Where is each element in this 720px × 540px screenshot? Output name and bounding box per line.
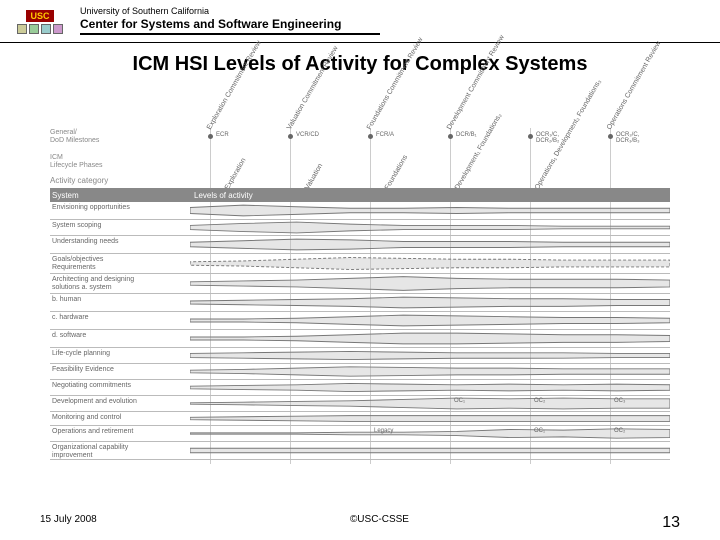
activity-row: Architecting and designingsolutions a. s… [50,274,670,294]
activity-wave [190,380,670,395]
activity-label: Life-cycle planning [50,348,190,360]
activity-wave [190,220,670,235]
activity-row: Understanding needs [50,236,670,254]
milestone-label: Foundations Commitment Review [366,37,425,131]
milestone-dot [528,134,533,139]
activity-row: Operations and retirement [50,426,670,442]
system-header-bar: SystemLevels of activity [50,188,670,202]
activity-wave [190,396,670,411]
activity-row: Feasibility Evidence [50,364,670,380]
activity-wave [190,364,670,379]
header-text: University of Southern California Center… [80,6,380,35]
activity-wave [190,274,670,293]
milestone-dot [288,134,293,139]
activity-label: d. software [50,330,190,342]
phase-label: Exploration [224,157,248,191]
activity-wave [190,254,670,273]
activity-label: Organizational capabilityimprovement [50,442,190,461]
milestone-dot-label: ECR [216,132,229,138]
page-number: 13 [662,514,680,532]
activity-row: c. hardware [50,312,670,330]
milestone-dot-label: DCR/B₁ [456,132,477,138]
activity-label: Architecting and designingsolutions a. s… [50,274,190,293]
activity-label: Feasibility Evidence [50,364,190,376]
activity-label: Understanding needs [50,236,190,248]
activity-row: Negotiating commitments [50,380,670,396]
phase-row-header: ICMLifecycle Phases [50,154,190,169]
activity-label: System scoping [50,220,190,232]
phase-label: Valuation [304,163,324,191]
activity-wave [190,442,670,459]
footer-copyright: ©USC-CSSE [350,514,409,532]
activity-wave [190,330,670,347]
logo-box [53,24,63,34]
activity-chart: Exploration Commitment ReviewValuation C… [50,84,670,464]
row-mark-label: Legacy [374,428,393,434]
page-title: ICM HSI Levels of Activity for Complex S… [0,53,720,76]
activity-row: d. software [50,330,670,348]
row-mark-label: OC₂ [534,398,545,404]
milestone-dot [208,134,213,139]
footer: 15 July 2008 ©USC-CSSE 13 [0,514,720,532]
logo-usc-text: USC [26,10,53,22]
activity-row: System scoping [50,220,670,236]
activity-label: Operations and retirement [50,426,190,438]
phase-label: Development₁ Foundations₂ [454,112,503,191]
activity-row: Envisioning opportunities [50,202,670,220]
row-mark-label: OC₁ [534,428,545,434]
activity-row: Organizational capabilityimprovement [50,442,670,460]
activity-label: c. hardware [50,312,190,324]
milestone-dot [368,134,373,139]
activity-wave [190,426,670,441]
chart-container: Exploration Commitment ReviewValuation C… [0,84,720,464]
activity-label: Goals/objectivesRequirements [50,254,190,273]
milestone-dot-label: OCR₂/C,DCR₃/B₃ [616,132,640,144]
activity-wave [190,236,670,253]
milestone-dot [448,134,453,139]
usc-logo: USC [10,6,70,38]
activity-wave [190,348,670,363]
logo-box [41,24,51,34]
milestone-dot-label: OCR₁/C,DCR₂/B₂ [536,132,559,144]
activity-row: Development and evolution [50,396,670,412]
center-name: Center for Systems and Software Engineer… [80,17,380,35]
activity-label: Monitoring and control [50,412,190,424]
row-mark-label: OC₃ [614,398,625,404]
activity-label: b. human [50,294,190,306]
activity-row: Monitoring and control [50,412,670,426]
row-mark-label: OC₂ [614,428,625,434]
activity-row: b. human [50,294,670,312]
activity-label: Envisioning opportunities [50,202,190,214]
category-header: Activity category [50,176,190,185]
milestone-dot-label: VCR/CD [296,132,319,138]
activity-wave [190,412,670,425]
header-rule [0,42,720,43]
footer-date: 15 July 2008 [40,514,97,532]
activity-wave [190,294,670,311]
activity-wave [190,202,670,219]
logo-box [17,24,27,34]
header: USC University of Southern California Ce… [0,0,720,38]
activity-label: Development and evolution [50,396,190,408]
university-name: University of Southern California [80,6,380,16]
milestone-dot-label: FCR/A [376,132,394,138]
activity-wave [190,312,670,329]
phase-label: Foundations [384,154,409,191]
activity-row: Life-cycle planning [50,348,670,364]
logo-boxes [16,24,64,34]
logo-box [29,24,39,34]
activity-label: Negotiating commitments [50,380,190,392]
row-mark-label: OC₁ [454,398,465,404]
activity-row: Goals/objectivesRequirements [50,254,670,274]
milestone-row-header: General/DoD Milestones [50,129,190,144]
milestone-dot [608,134,613,139]
